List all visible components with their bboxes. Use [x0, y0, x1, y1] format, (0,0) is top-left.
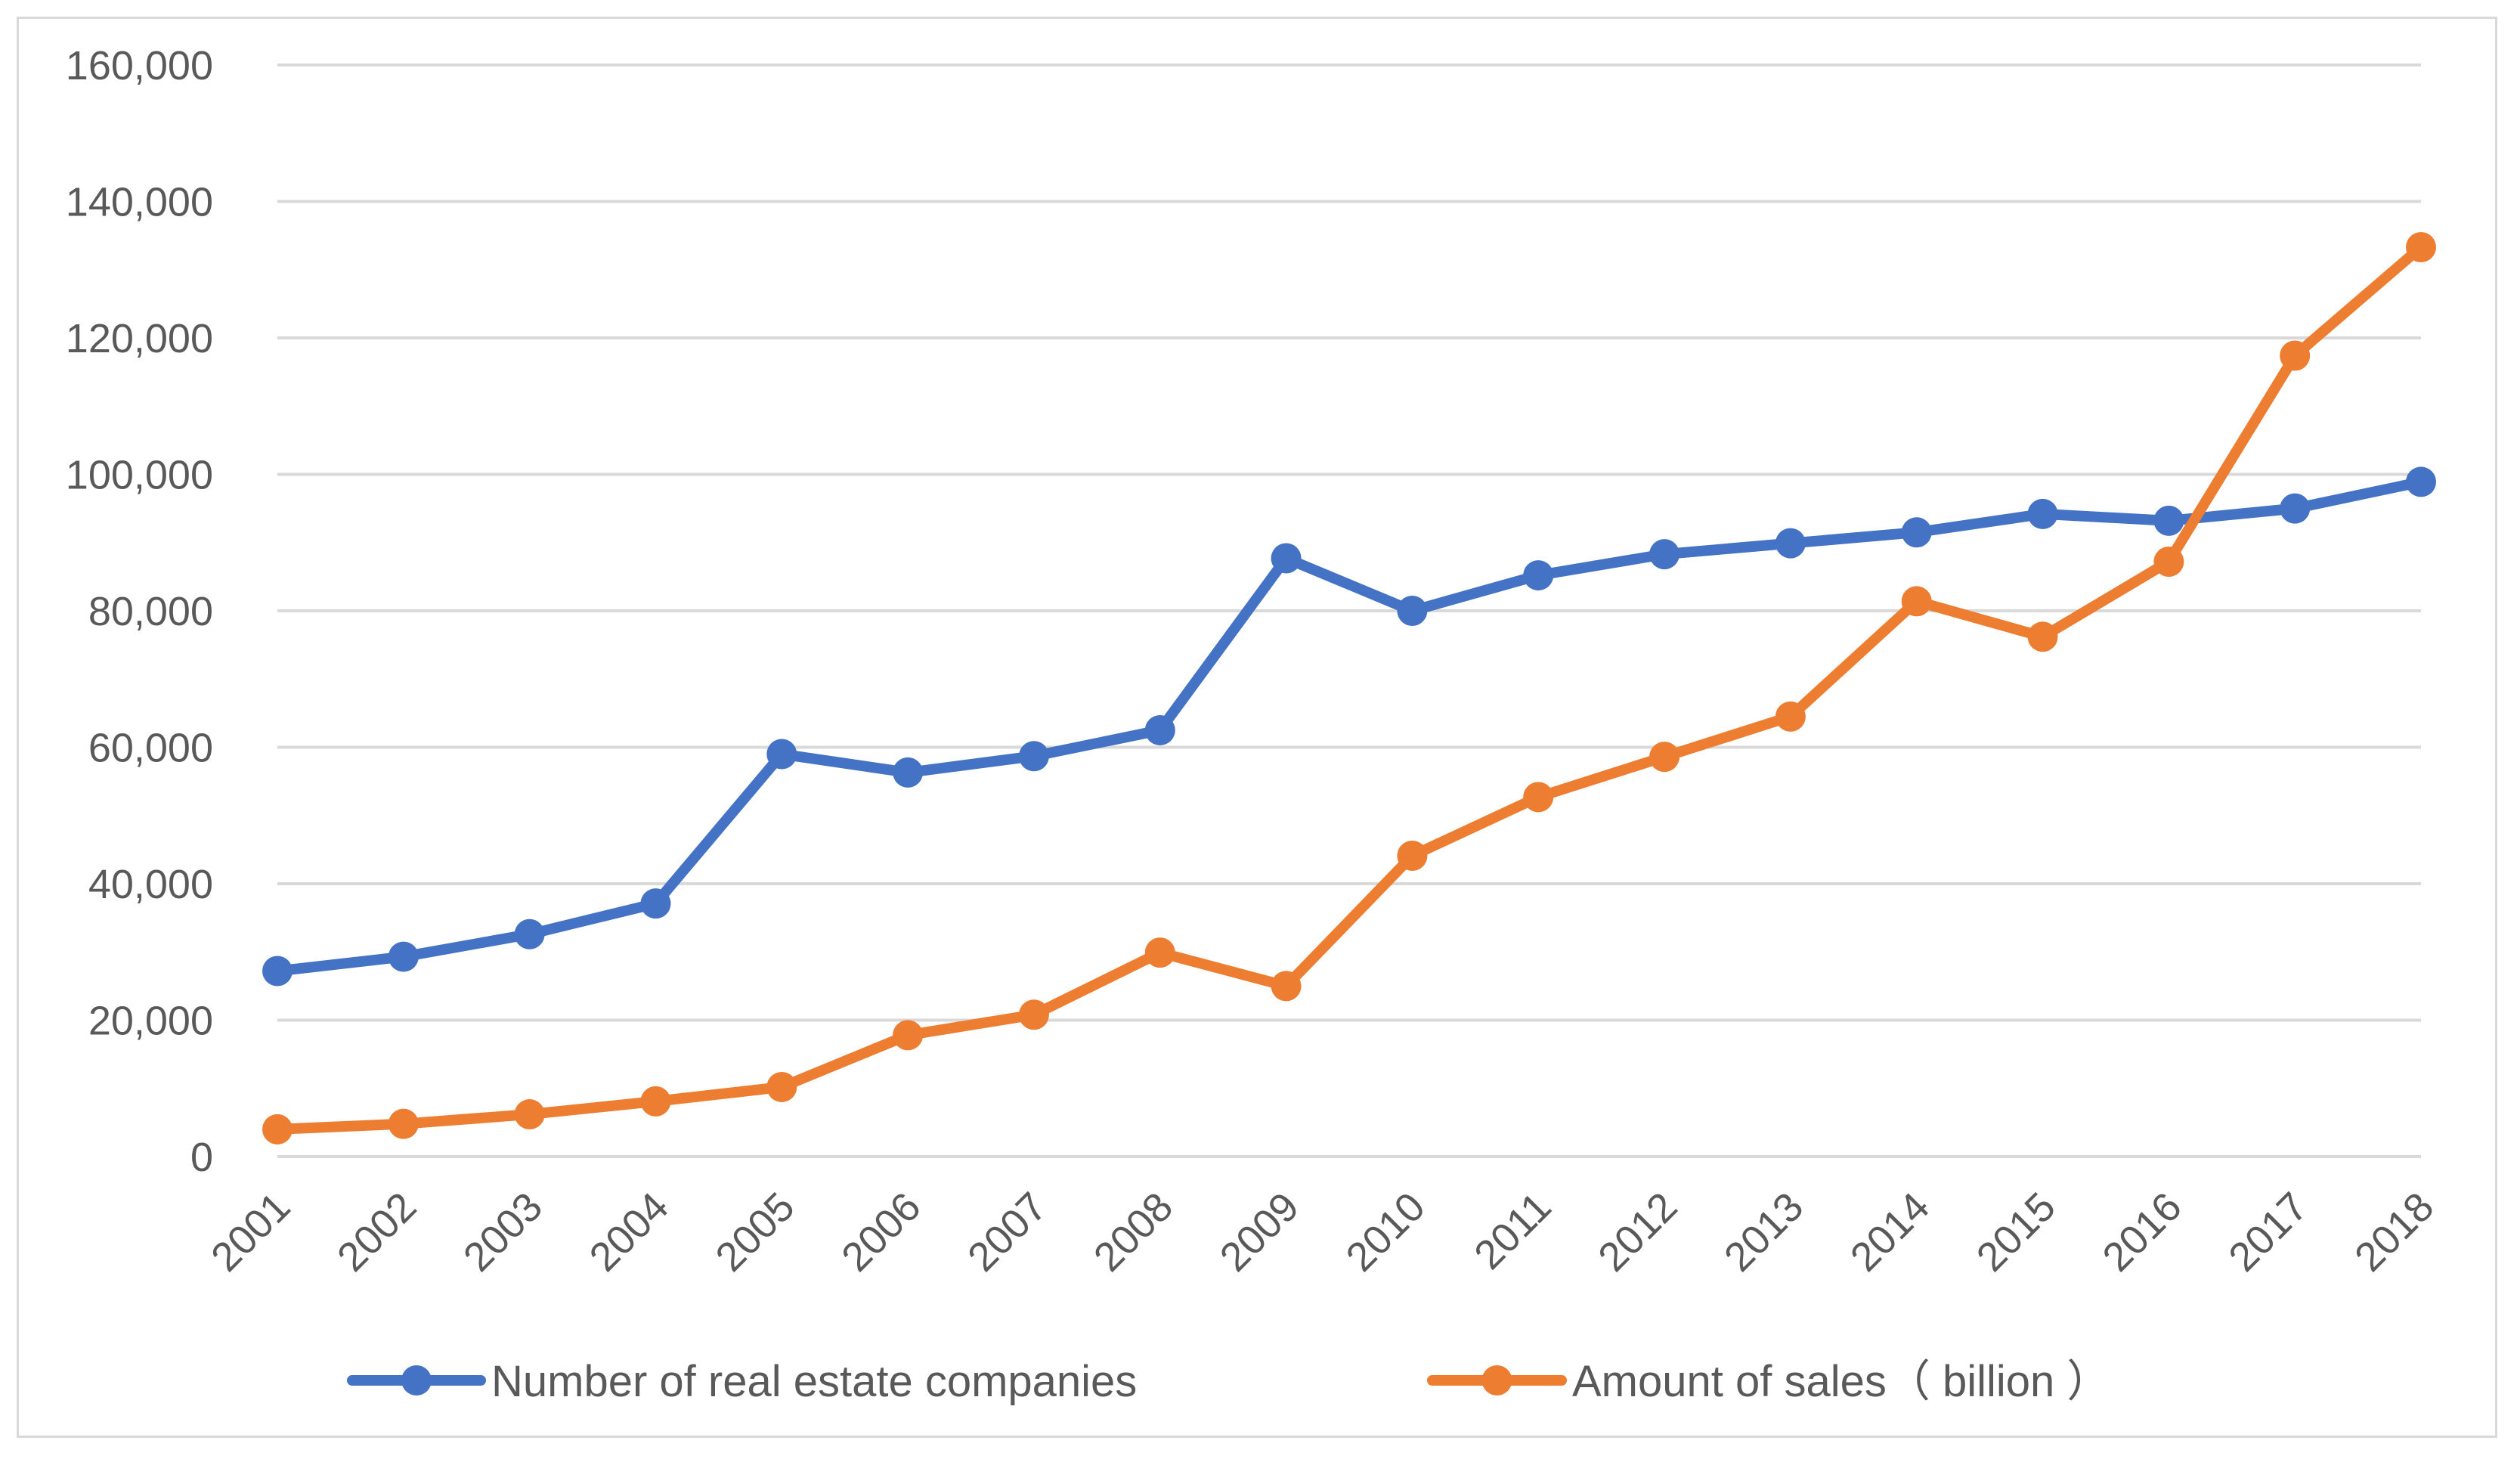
data-point[interactable] [1649, 539, 1680, 570]
data-point[interactable] [1775, 701, 1806, 732]
data-point[interactable] [1901, 517, 1932, 548]
legend-item[interactable]: Number of real estate companies [347, 1357, 1137, 1406]
x-axis-tick-labels: 2001 2002 2003 2004 2005 2006 2007 2008 2009 2010… [203, 1184, 2442, 1280]
x-tick-label: 2018 [2346, 1184, 2442, 1280]
data-point[interactable] [1271, 543, 1302, 574]
data-point[interactable] [1397, 596, 1428, 626]
data-point[interactable] [388, 1108, 419, 1139]
legend[interactable]: Number of real estate companies Amount of… [347, 1357, 2110, 1406]
legend-marker [401, 1365, 432, 1395]
x-tick-label: 2002 [329, 1184, 425, 1280]
data-point[interactable] [640, 888, 671, 919]
data-point[interactable] [2153, 505, 2184, 536]
data-point[interactable] [1144, 714, 1175, 745]
data-point[interactable] [514, 918, 545, 949]
x-tick-label: 2011 [1466, 1184, 1560, 1278]
data-point[interactable] [2027, 621, 2058, 652]
y-tick-label: 80,000 [88, 589, 213, 634]
x-tick-label: 2001 [203, 1184, 299, 1280]
data-point[interactable] [766, 1071, 797, 1102]
data-point[interactable] [1018, 741, 1049, 772]
y-tick-label: 20,000 [88, 999, 213, 1044]
x-tick-label: 2004 [581, 1184, 677, 1280]
data-point[interactable] [2027, 498, 2058, 529]
x-tick-label: 2012 [1590, 1184, 1686, 1280]
legend-label: Number of real estate companies [491, 1357, 1137, 1406]
x-tick-label: 2005 [707, 1184, 803, 1280]
data-point[interactable] [1144, 937, 1175, 968]
y-tick-label: 160,000 [66, 43, 213, 88]
data-point[interactable] [2280, 493, 2311, 524]
data-point[interactable] [893, 757, 924, 788]
data-point[interactable] [1775, 528, 1806, 559]
data-point[interactable] [514, 1099, 545, 1130]
data-point[interactable] [388, 941, 419, 972]
y-tick-label: 100,000 [66, 453, 213, 498]
data-point[interactable] [1271, 971, 1302, 1002]
data-point[interactable] [2153, 547, 2184, 578]
data-point[interactable] [1901, 586, 1932, 617]
x-tick-label: 2009 [1212, 1184, 1308, 1280]
y-tick-label: 120,000 [66, 316, 213, 361]
legend-item[interactable]: Amount of sales（ billion ） [1427, 1357, 2110, 1406]
y-axis-tick-labels: 0 20,000 40,000 60,000 80,000 100,000 120,000 1… [66, 43, 213, 1180]
data-point[interactable] [2280, 340, 2311, 371]
y-tick-label: 0 [190, 1135, 213, 1180]
data-point[interactable] [2406, 466, 2436, 497]
y-tick-label: 140,000 [66, 180, 213, 225]
data-point[interactable] [1523, 560, 1554, 591]
x-tick-label: 2015 [1968, 1184, 2064, 1280]
data-point[interactable] [1523, 782, 1554, 813]
x-tick-label: 2007 [959, 1184, 1055, 1280]
series-2 [262, 231, 2436, 1145]
data-point[interactable] [262, 1114, 293, 1145]
x-tick-label: 2017 [2220, 1184, 2316, 1280]
gridlines [277, 64, 2421, 1158]
x-tick-label: 2010 [1338, 1184, 1434, 1280]
legend-marker [1481, 1365, 1512, 1395]
x-tick-label: 2006 [833, 1184, 929, 1280]
data-point[interactable] [640, 1086, 671, 1117]
data-point[interactable] [766, 739, 797, 770]
data-point[interactable] [1649, 742, 1680, 773]
chart-frame [17, 17, 2497, 1438]
data-point[interactable] [262, 956, 293, 987]
x-tick-label: 2016 [2094, 1184, 2190, 1280]
data-point[interactable] [1397, 840, 1428, 871]
x-tick-label: 2008 [1085, 1184, 1181, 1280]
y-tick-label: 60,000 [88, 726, 213, 771]
data-point[interactable] [893, 1020, 924, 1051]
series-line [272, 241, 2426, 1135]
data-point[interactable] [2406, 231, 2436, 262]
data-point[interactable] [1018, 999, 1049, 1030]
x-tick-label: 2014 [1842, 1184, 1938, 1280]
series-1 [262, 466, 2436, 987]
series-group [262, 231, 2436, 1145]
legend-label: Amount of sales（ billion ） [1572, 1357, 2110, 1406]
series-line [272, 476, 2426, 977]
x-tick-label: 2003 [455, 1184, 551, 1280]
y-tick-label: 40,000 [88, 862, 213, 907]
x-tick-label: 2013 [1716, 1184, 1812, 1280]
